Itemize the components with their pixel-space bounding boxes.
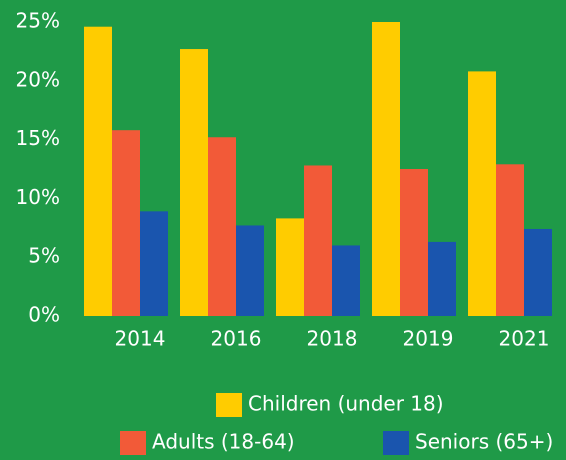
y-tick-label: 5% — [28, 244, 60, 268]
legend-swatch — [216, 393, 242, 417]
bar — [372, 22, 400, 316]
bar — [208, 137, 236, 316]
bar — [236, 225, 264, 316]
bar — [400, 169, 428, 316]
y-tick-label: 10% — [16, 185, 60, 209]
legend-label: Adults (18-64) — [152, 430, 295, 454]
bar — [140, 211, 168, 316]
legend-label: Seniors (65+) — [415, 430, 553, 454]
bar — [496, 164, 524, 316]
bar — [276, 218, 304, 316]
x-tick-label: 2016 — [211, 327, 262, 351]
bar — [468, 71, 496, 316]
y-tick-label: 15% — [16, 126, 60, 150]
bar — [304, 165, 332, 316]
legend-swatch — [120, 431, 146, 455]
x-tick-label: 2019 — [403, 327, 454, 351]
y-tick-label: 25% — [16, 9, 60, 33]
x-tick-label: 2014 — [115, 327, 166, 351]
bar — [524, 228, 552, 316]
bar — [112, 130, 140, 316]
x-tick-label: 2021 — [499, 327, 550, 351]
legend-label: Children (under 18) — [248, 392, 444, 416]
bar — [428, 241, 456, 316]
bar — [180, 49, 208, 316]
x-tick-label: 2018 — [307, 327, 358, 351]
bar — [332, 245, 360, 316]
y-tick-label: 0% — [28, 303, 60, 327]
y-tick-label: 20% — [16, 67, 60, 91]
bar — [84, 26, 112, 316]
legend-swatch — [383, 431, 409, 455]
